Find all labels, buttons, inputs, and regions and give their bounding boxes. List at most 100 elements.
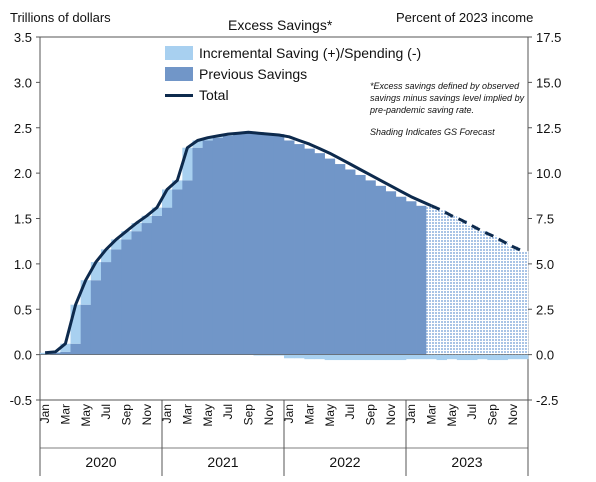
previous-savings-bar: [162, 207, 173, 355]
month-tick-label: Jul: [343, 404, 357, 419]
previous-savings-bar: [182, 180, 193, 355]
previous-savings-bar: [121, 239, 132, 355]
previous-savings-bar: [375, 185, 386, 355]
year-label: 2022: [329, 454, 360, 470]
incremental-bar: [345, 354, 356, 361]
incremental-bar: [406, 354, 417, 360]
previous-savings-bar: [131, 231, 142, 355]
incremental-bar: [477, 354, 488, 360]
forecast-bar: [426, 205, 437, 355]
incremental-bar: [334, 354, 346, 361]
forecast-bar: [517, 251, 529, 355]
forecast-bar: [467, 225, 478, 355]
incremental-bar: [395, 354, 407, 361]
previous-savings-bar: [60, 351, 71, 355]
forecast-bar: [477, 231, 488, 355]
year-label: 2020: [85, 454, 116, 470]
incremental-bar: [70, 304, 81, 344]
right-tick-label: 10.0: [536, 166, 561, 181]
left-tick-label: 2.0: [14, 166, 32, 181]
right-tick-label: 5.0: [536, 257, 554, 272]
left-tick-label: 2.5: [14, 121, 32, 136]
incremental-bar: [101, 249, 112, 263]
month-tick-label: Sep: [241, 404, 255, 426]
month-tick-label: May: [201, 404, 215, 427]
previous-savings-bar: [395, 196, 407, 355]
forecast-bar: [456, 220, 468, 355]
previous-savings-bar: [243, 133, 254, 355]
previous-savings-bar: [294, 144, 305, 355]
incremental-bar: [80, 280, 92, 305]
legend-previous-label: Previous Savings: [199, 66, 308, 82]
previous-savings-bar: [334, 164, 346, 355]
right-tick-label: 15.0: [536, 75, 561, 90]
previous-savings-bar: [212, 137, 224, 355]
incremental-bar: [365, 354, 376, 361]
right-axis-title: Percent of 2023 income: [396, 10, 534, 25]
legend-incremental-label: Incremental Saving (+)/Spending (-): [199, 45, 422, 61]
left-axis-title: Trillions of dollars: [10, 10, 111, 25]
previous-savings-bar: [151, 215, 163, 355]
incremental-bar: [131, 223, 142, 232]
month-tick-label: Jan: [160, 404, 174, 423]
month-tick-label: Sep: [485, 404, 499, 426]
right-tick-label: 17.5: [536, 30, 561, 45]
legend-previous: Previous Savings: [165, 66, 307, 82]
right-tick-label: -2.5: [536, 393, 558, 408]
previous-savings-bar: [192, 147, 203, 355]
month-tick-label: Mar: [58, 404, 72, 425]
incremental-bar: [507, 354, 519, 360]
incremental-bar: [151, 207, 163, 216]
right-tick-label: 7.5: [536, 212, 554, 227]
previous-savings-bar: [223, 135, 234, 355]
previous-savings-bar: [172, 189, 183, 355]
incremental-bar: [375, 354, 386, 361]
month-tick-label: May: [323, 404, 337, 427]
previous-savings-bar: [324, 158, 336, 355]
previous-savings-bar: [345, 169, 356, 355]
incremental-bar: [182, 147, 193, 181]
month-tick-label: May: [445, 404, 459, 427]
incremental-bar: [90, 262, 102, 281]
incremental-bar: [467, 354, 478, 361]
left-tick-label: 1.0: [14, 257, 32, 272]
previous-savings-bar: [284, 140, 295, 355]
incremental-bar: [111, 239, 122, 250]
incremental-bar: [314, 354, 325, 360]
previous-savings-bar: [406, 201, 417, 355]
month-tick-label: Nov: [140, 404, 154, 425]
right-tick-label: 2.5: [536, 302, 554, 317]
previous-savings-bar: [263, 133, 275, 355]
left-tick-label: 0.5: [14, 302, 32, 317]
month-tick-label: Jan: [282, 404, 296, 423]
previous-savings-bar: [80, 304, 92, 355]
previous-savings-bar: [416, 205, 427, 355]
previous-savings-bar: [141, 223, 153, 355]
previous-savings-bar: [202, 140, 214, 355]
incremental-bar: [385, 354, 397, 361]
legend-incremental: Incremental Saving (+)/Spending (-): [165, 45, 421, 61]
incremental-bar: [121, 231, 132, 240]
previous-savings-bar: [365, 180, 376, 355]
month-tick-label: Jul: [465, 404, 479, 419]
previous-savings-bar: [385, 191, 397, 355]
incremental-bar: [162, 189, 173, 208]
note-forecast: Shading Indicates GS Forecast: [370, 127, 495, 137]
month-tick-label: Mar: [424, 404, 438, 425]
left-tick-label: 3.0: [14, 75, 32, 90]
incremental-bar: [416, 354, 427, 360]
month-tick-label: Jan: [38, 404, 52, 423]
month-tick-label: Nov: [384, 404, 398, 425]
month-tick-label: Jul: [99, 404, 113, 419]
right-tick-label: 0.0: [536, 348, 554, 363]
total-line: [44, 130, 433, 355]
right-tick-label: 12.5: [536, 121, 561, 136]
previous-savings-bar: [273, 134, 285, 355]
previous-savings-bar: [70, 343, 81, 355]
incremental-bar: [487, 354, 498, 361]
total-forecast-line: [430, 204, 524, 253]
forecast-bar: [487, 235, 498, 355]
incremental-bar: [60, 343, 71, 352]
incremental-bar: [263, 354, 275, 356]
